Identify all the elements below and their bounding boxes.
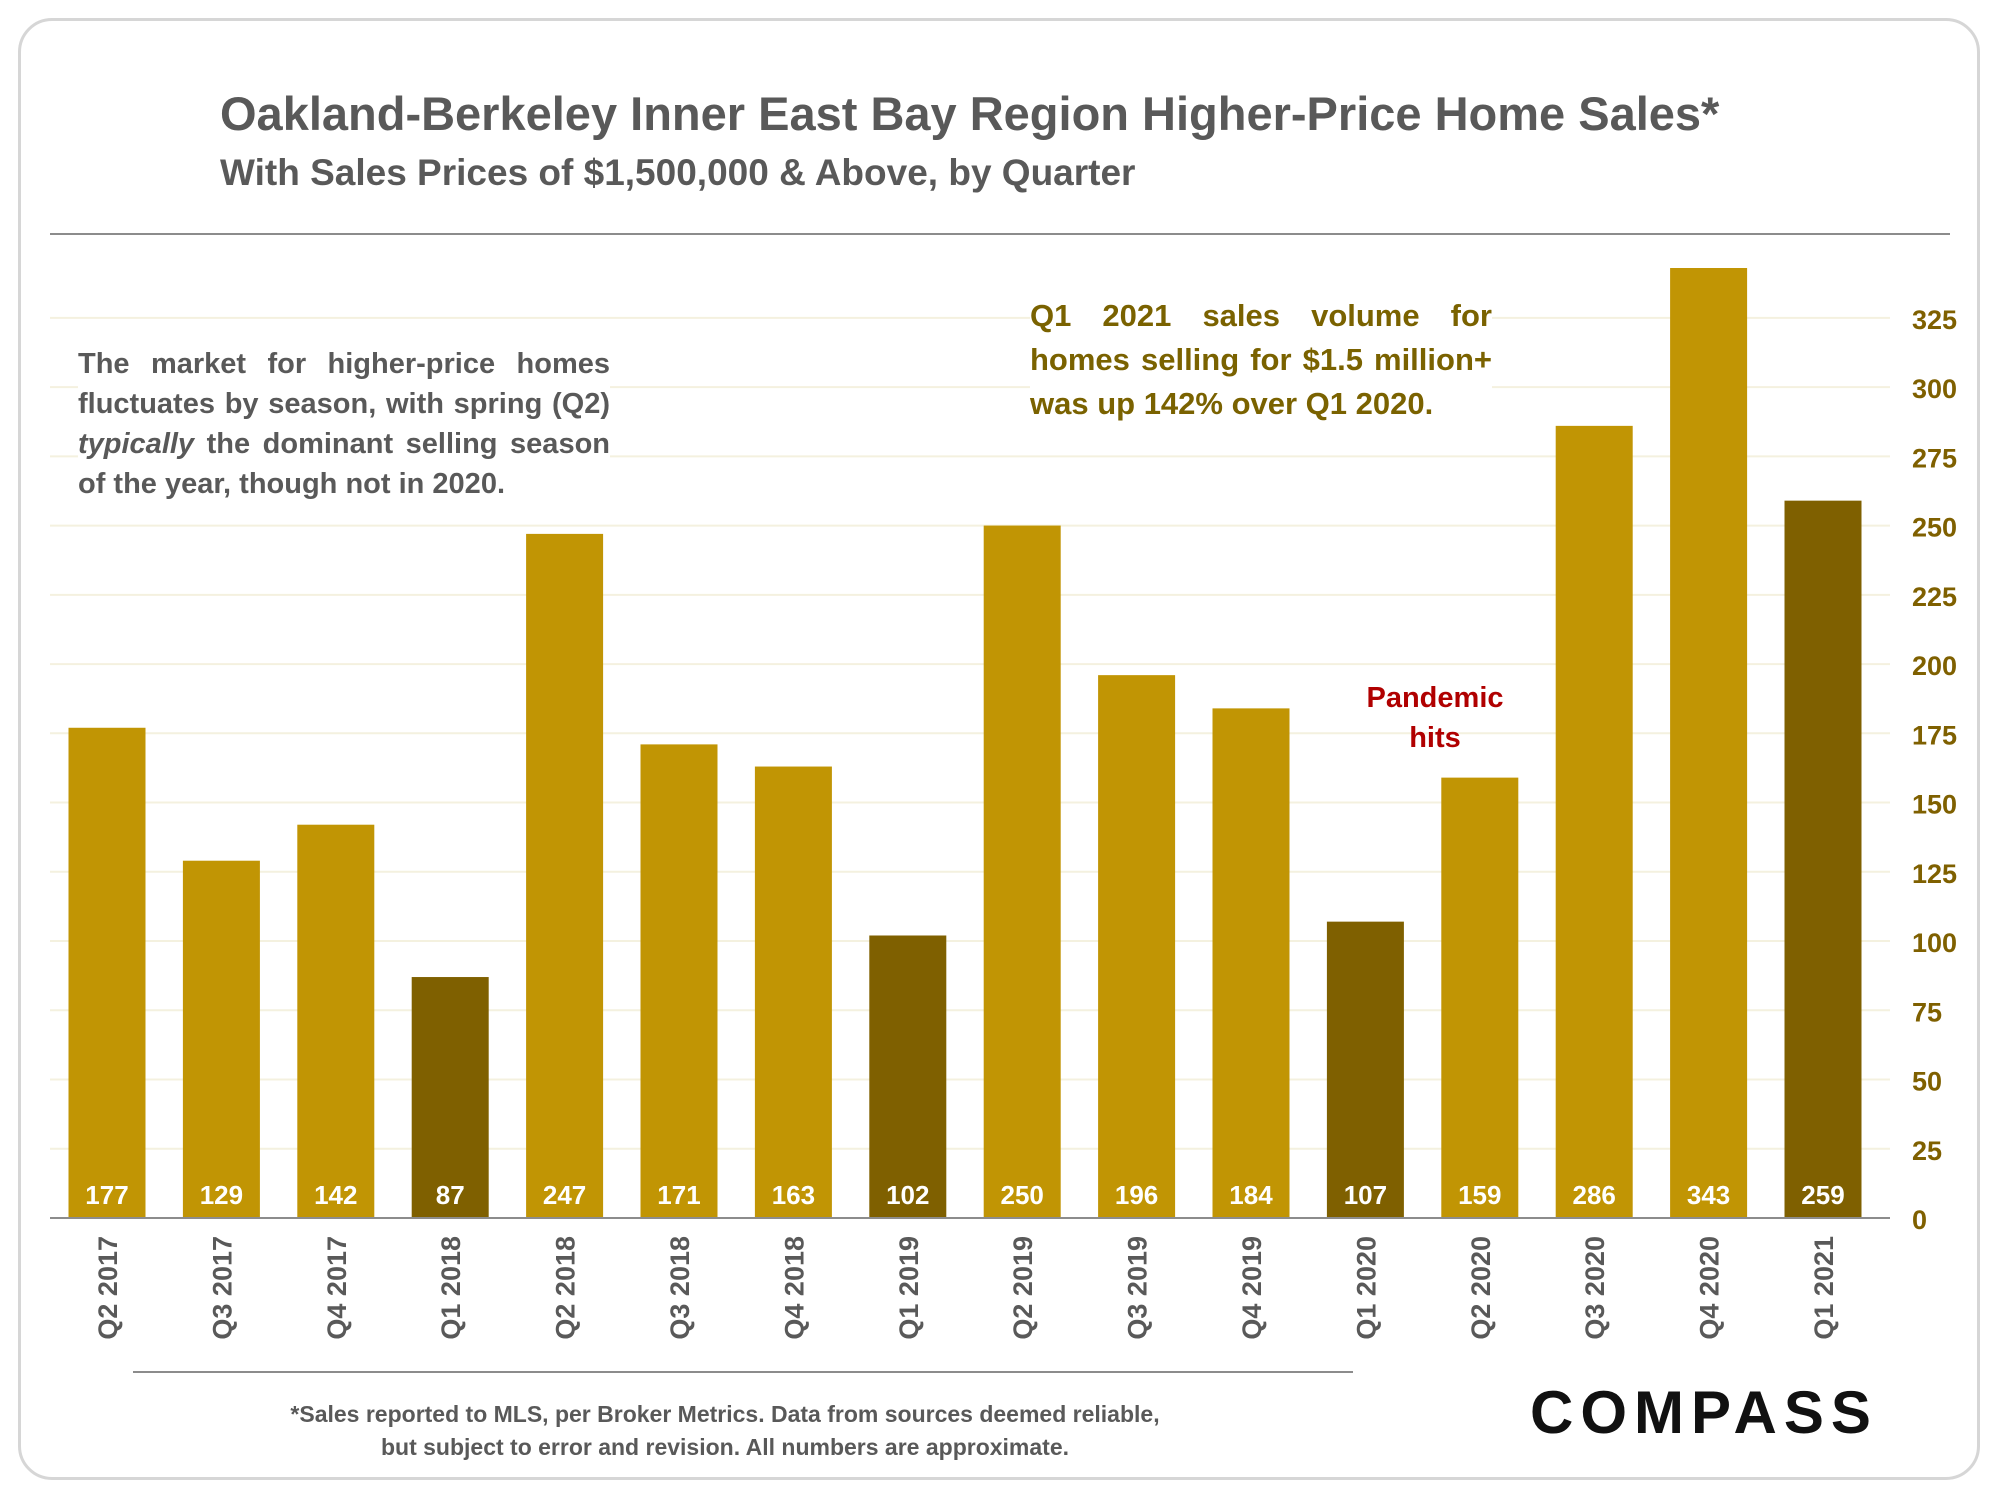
- bar: [1670, 268, 1748, 1218]
- season-annotation-text-2: the dominant selling season of the year,…: [78, 428, 610, 500]
- bar-value-label: 177: [85, 1180, 128, 1210]
- season-annotation-italic: typically: [78, 428, 195, 460]
- x-category-label: Q2 2020: [1466, 1236, 1496, 1340]
- footnote-line-1: *Sales reported to MLS, per Broker Metri…: [290, 1401, 1160, 1427]
- x-category-label: Q3 2017: [207, 1236, 237, 1340]
- bar-value-label: 159: [1458, 1180, 1501, 1210]
- bar: [526, 533, 604, 1218]
- bar: [182, 860, 260, 1218]
- chart-subtitle: With Sales Prices of $1,500,000 & Above,…: [220, 152, 1136, 193]
- bar: [983, 525, 1061, 1218]
- bar: [754, 766, 832, 1218]
- bar: [1326, 921, 1404, 1218]
- y-tick-label: 250: [1912, 513, 1957, 543]
- bar-value-label: 250: [1001, 1180, 1044, 1210]
- y-tick-label: 225: [1912, 582, 1957, 612]
- footnote-divider: [133, 1371, 1353, 1373]
- y-tick-label: 25: [1912, 1136, 1942, 1166]
- x-category-label: Q3 2020: [1580, 1236, 1610, 1340]
- growth-annotation: Q1 2021 sales volume for homes selling f…: [1030, 294, 1492, 426]
- y-tick-label: 0: [1912, 1205, 1927, 1235]
- bar-value-label: 171: [657, 1180, 700, 1210]
- bar: [411, 977, 489, 1218]
- bar-value-label: 87: [436, 1180, 465, 1210]
- y-tick-label: 325: [1912, 305, 1957, 335]
- x-category-label: Q4 2019: [1237, 1236, 1267, 1340]
- bar-value-label: 343: [1687, 1180, 1730, 1210]
- x-category-label: Q2 2018: [551, 1236, 581, 1340]
- x-category-label: Q2 2019: [1008, 1236, 1038, 1340]
- x-category-label: Q3 2018: [665, 1236, 695, 1340]
- bar: [869, 935, 947, 1218]
- bar-value-label: 107: [1344, 1180, 1387, 1210]
- season-annotation-text-1: The market for higher-price homes fluctu…: [78, 348, 610, 420]
- bar-value-label: 247: [543, 1180, 586, 1210]
- bar: [1098, 675, 1176, 1218]
- bar: [68, 727, 146, 1218]
- bar-value-label: 102: [886, 1180, 929, 1210]
- y-tick-label: 75: [1912, 997, 1942, 1027]
- x-category-label: Q1 2018: [436, 1236, 466, 1340]
- bar: [640, 744, 718, 1218]
- bar: [297, 824, 375, 1218]
- bar-value-label: 184: [1229, 1180, 1273, 1210]
- bar-value-label: 129: [200, 1180, 243, 1210]
- title-divider: [50, 233, 1950, 235]
- bar-value-label: 142: [314, 1180, 357, 1210]
- y-tick-label: 50: [1912, 1067, 1942, 1097]
- x-category-label: Q1 2021: [1809, 1236, 1839, 1340]
- x-category-label: Q4 2018: [779, 1236, 809, 1340]
- x-category-label: Q4 2017: [322, 1236, 352, 1340]
- bar: [1555, 425, 1633, 1219]
- bar-value-label: 286: [1573, 1180, 1616, 1210]
- bar: [1441, 777, 1519, 1218]
- bar: [1212, 708, 1290, 1218]
- footnote-line-2: but subject to error and revision. All n…: [380, 1434, 1070, 1460]
- bar-value-label: 196: [1115, 1180, 1158, 1210]
- pandemic-annotation: Pandemic hits: [1366, 682, 1504, 754]
- x-category-label: Q4 2020: [1695, 1236, 1725, 1340]
- chart-title: Oakland-Berkeley Inner East Bay Region H…: [220, 87, 1720, 140]
- x-category-label: Q1 2020: [1351, 1236, 1381, 1340]
- x-category-label: Q1 2019: [894, 1236, 924, 1340]
- bar-value-label: 163: [772, 1180, 815, 1210]
- y-tick-label: 200: [1912, 651, 1957, 681]
- bar: [1784, 500, 1862, 1218]
- footnote: *Sales reported to MLS, per Broker Metri…: [250, 1398, 1200, 1464]
- x-category-label: Q2 2017: [93, 1236, 123, 1340]
- y-tick-label: 125: [1912, 859, 1957, 889]
- y-tick-label: 100: [1912, 928, 1957, 958]
- y-tick-label: 300: [1912, 374, 1957, 404]
- bar-value-label: 259: [1801, 1180, 1844, 1210]
- compass-logo: COMPASS: [1530, 1379, 1878, 1446]
- y-tick-label: 275: [1912, 443, 1957, 473]
- y-tick-label: 175: [1912, 720, 1957, 750]
- y-tick-label: 150: [1912, 790, 1957, 820]
- x-category-label: Q3 2019: [1123, 1236, 1153, 1340]
- season-annotation: The market for higher-price homes fluctu…: [78, 344, 610, 504]
